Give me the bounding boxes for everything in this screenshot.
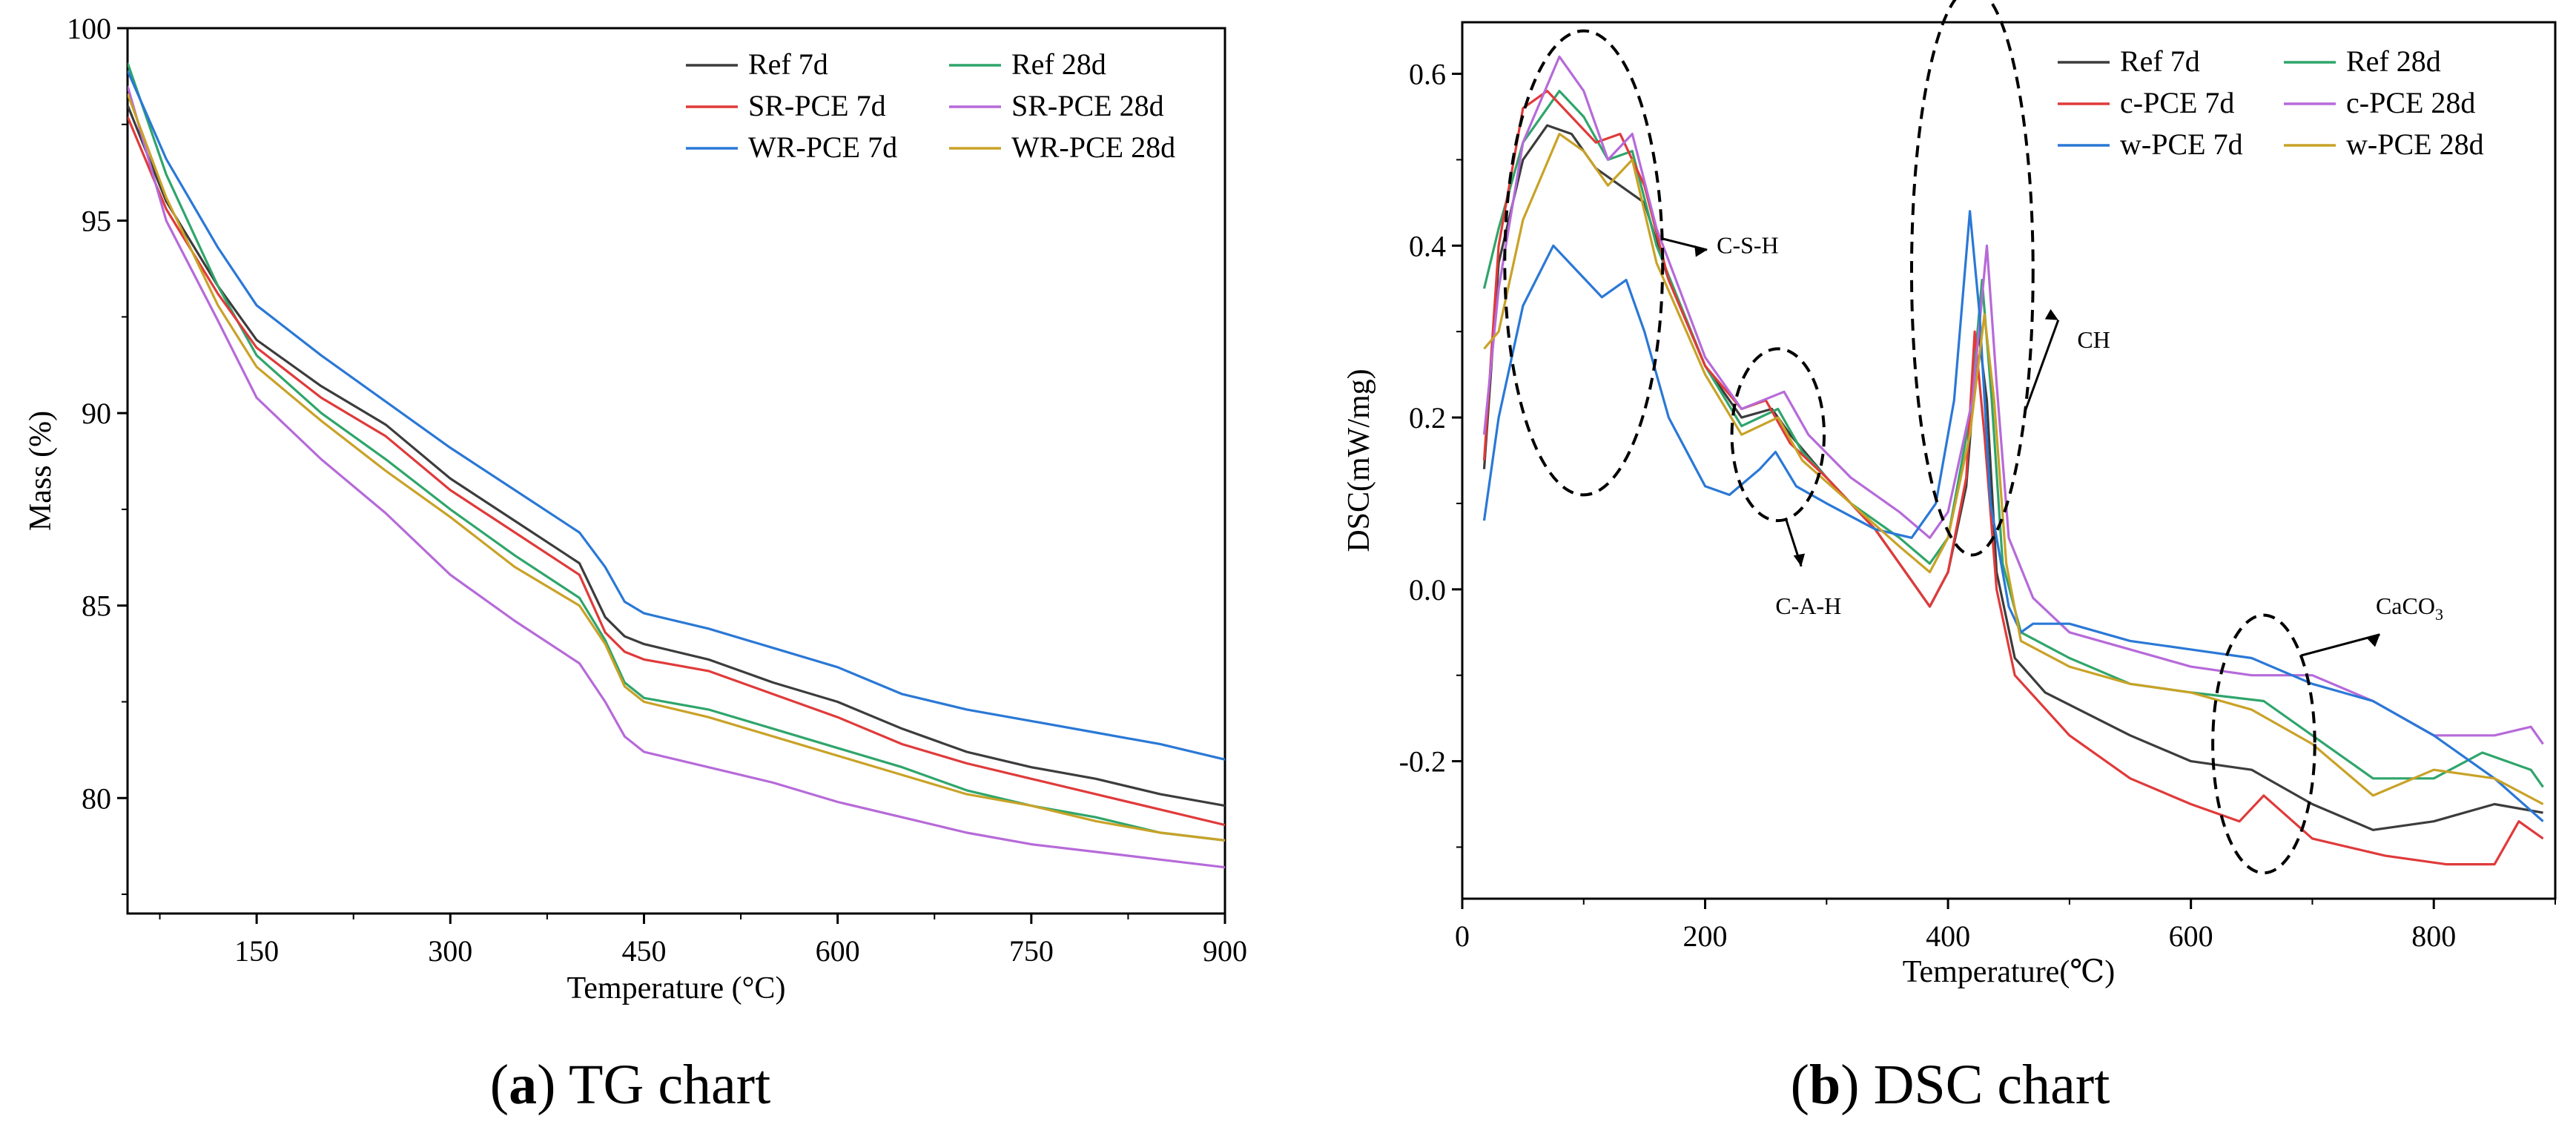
caption-text: DSC chart — [1860, 1054, 2110, 1116]
x-tick-label: 400 — [1926, 919, 1970, 953]
series-line-ref-7d — [128, 105, 1225, 807]
annotation-label-c-s-h: C-S-H — [1717, 231, 1779, 258]
series-group — [1482, 55, 2544, 866]
annotation-ellipse — [2211, 613, 2316, 875]
legend-entry: Ref 7d — [2120, 44, 2200, 78]
series-line-w-pce-7d — [1482, 210, 2544, 822]
plot-frame — [1461, 21, 2557, 900]
series-line-sr-pce-7d — [128, 116, 1225, 827]
caption-open-paren: ( — [490, 1054, 509, 1116]
legend-entry: w-PCE 28d — [2346, 128, 2484, 161]
annotation-ellipse — [1910, 0, 2035, 557]
series-line-c-pce-7d — [1482, 90, 2544, 866]
y-tick-label: 0.4 — [1409, 229, 1446, 262]
dsc-chart-panel: 0 200 400 600 800 -0.2 0.0 0.2 0.4 0.6 Temperature… — [1342, 0, 2557, 1116]
y-tick-label: 0.6 — [1409, 58, 1446, 91]
y-tick-label: 80 — [82, 782, 111, 815]
annotation-arrowhead — [2367, 634, 2380, 647]
y-tick-label: -0.2 — [1399, 745, 1446, 779]
legend-entry: c-PCE 28d — [2346, 86, 2475, 119]
y-tick-label: 95 — [82, 205, 111, 238]
legend-entry: WR-PCE 7d — [748, 131, 897, 164]
annotation-arrowhead — [2044, 308, 2058, 320]
x-axis-label: Temperature (°C) — [567, 971, 786, 1005]
series-line-sr-pce-28d — [128, 85, 1225, 869]
legend-entry: Ref 28d — [1011, 47, 1106, 81]
annotation-label-c-a-h: C-A-H — [1775, 592, 1841, 619]
caption-close-paren: ) — [537, 1054, 555, 1116]
x-tick-label: 150 — [234, 934, 279, 968]
caption-letter: a — [509, 1054, 537, 1116]
annotation-arrowhead — [1793, 553, 1806, 566]
caption-letter: b — [1809, 1054, 1840, 1116]
figure-caption: (b) DSC chart — [1791, 1054, 2110, 1116]
annotation-label-subscript: 3 — [2435, 605, 2443, 624]
y-tick-label: 0.0 — [1409, 573, 1446, 607]
annotation-arrow — [2300, 633, 2380, 657]
annotation-ellipse — [1730, 347, 1826, 523]
tg-chart-panel: 150 300 450 600 750 900 80 85 90 95 100 Temperature… — [24, 12, 1247, 1116]
series-line-wr-pce-7d — [128, 70, 1225, 761]
legend-entry: c-PCE 7d — [2120, 86, 2234, 119]
y-tick-label: 0.2 — [1409, 401, 1446, 435]
series-line-c-pce-28d — [1482, 55, 2544, 745]
annotation-label-text: C-S-H — [1717, 231, 1779, 258]
caption-text: TG chart — [555, 1054, 770, 1116]
x-tick-label: 300 — [428, 934, 472, 968]
caption-open-paren: ( — [1791, 1054, 1809, 1116]
series-line-ref-28d — [1482, 90, 2544, 788]
annotation-label-text: CH — [2077, 326, 2110, 353]
legend-entry: w-PCE 7d — [2120, 128, 2243, 161]
y-tick-label: 90 — [82, 397, 111, 430]
annotation-label-ch: CH — [2077, 326, 2110, 353]
x-tick-label: 750 — [1009, 934, 1054, 968]
x-axis-label: Temperature(℃) — [1903, 955, 2116, 989]
y-axis-label: DSC(mW/mg) — [1342, 369, 1376, 552]
annotation-arrowhead — [1694, 245, 1708, 257]
annotation-label-text: C-A-H — [1775, 592, 1841, 619]
annotation-arrow — [2024, 320, 2060, 412]
caption-close-paren: ) — [1840, 1054, 1859, 1116]
annotation-label-text: CaCO — [2376, 592, 2435, 619]
legend-entry: SR-PCE 28d — [1011, 89, 1164, 122]
y-tick-label: 100 — [67, 12, 111, 45]
x-tick-label: 0 — [1455, 919, 1470, 953]
x-tick-label: 450 — [621, 934, 666, 968]
plot-frame — [126, 27, 1226, 915]
x-tick-label: 600 — [2169, 919, 2213, 953]
series-line-w-pce-28d — [1483, 133, 2544, 805]
legend-entry: WR-PCE 28d — [1011, 131, 1175, 164]
x-tick-label: 200 — [1683, 919, 1728, 953]
x-tick-label: 600 — [816, 934, 860, 968]
annotation-label-caco: CaCO3 — [2376, 592, 2443, 624]
figure-caption: (a) TG chart — [490, 1054, 770, 1116]
legend-entry: Ref 28d — [2346, 44, 2441, 78]
series-line-ref-7d — [1482, 124, 2543, 831]
annotation-ellipse — [1503, 29, 1665, 497]
y-axis-label: Mass (%) — [24, 411, 58, 531]
legend-entry: Ref 7d — [748, 47, 828, 81]
series-group — [128, 62, 1225, 869]
series-line-wr-pce-28d — [128, 93, 1225, 842]
x-tick-label: 900 — [1203, 934, 1247, 968]
legend-entry: SR-PCE 7d — [748, 89, 886, 122]
y-tick-label: 85 — [82, 589, 111, 623]
series-line-ref-28d — [128, 62, 1225, 842]
x-tick-label: 800 — [2411, 919, 2456, 953]
